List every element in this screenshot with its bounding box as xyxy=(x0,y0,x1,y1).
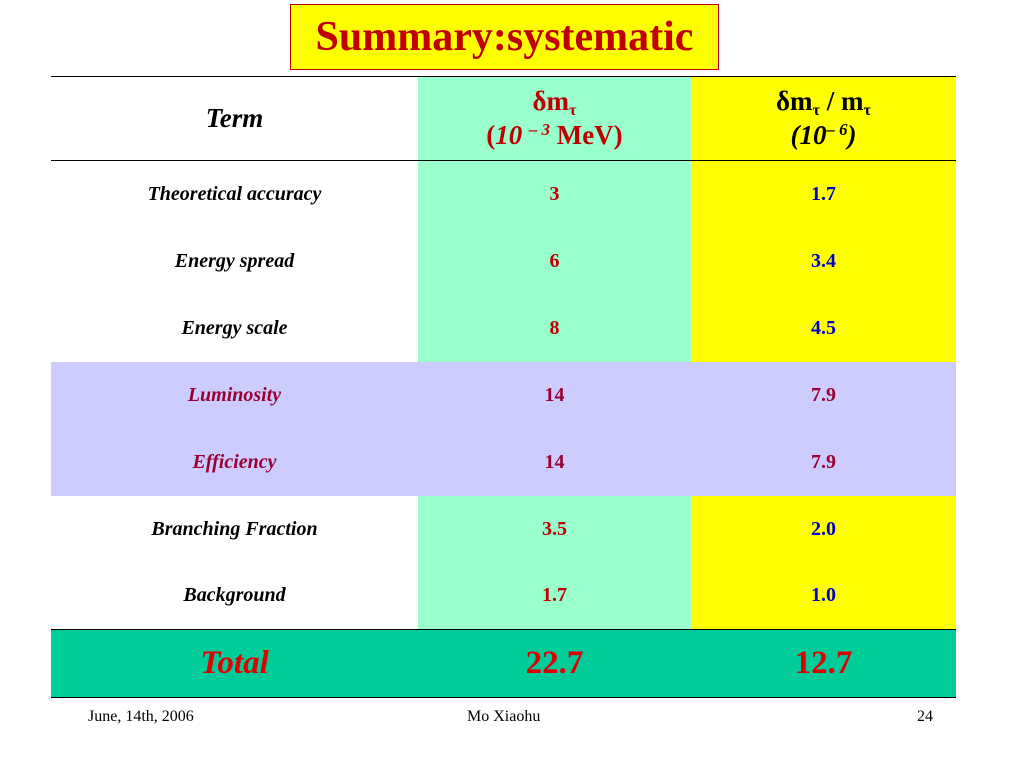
table-row: Energy spread 6 3.4 xyxy=(51,227,956,295)
table-row: Theoretical accuracy 3 1.7 xyxy=(51,160,956,228)
header-dm: δmτ (10 – 3 MeV) xyxy=(418,76,691,161)
row-dm-value: 14 xyxy=(418,428,691,496)
row-term: Luminosity xyxy=(51,361,418,429)
row-dm-value: 6 xyxy=(418,227,691,295)
header-rel: δmτ / mτ (10– 6) xyxy=(691,76,956,161)
footer-date: June, 14th, 2006 xyxy=(88,708,194,725)
total-dm-value: 22.7 xyxy=(418,629,691,698)
row-rel-value: 1.0 xyxy=(691,562,956,630)
header-dm-unit: (10 – 3 MeV) xyxy=(486,119,623,150)
row-dm-value: 8 xyxy=(418,294,691,362)
row-rel-value: 3.4 xyxy=(691,227,956,295)
row-dm-value: 1.7 xyxy=(418,562,691,630)
row-rel-value: 4.5 xyxy=(691,294,956,362)
row-rel-value: 7.9 xyxy=(691,361,956,429)
row-term: Branching Fraction xyxy=(151,517,318,540)
slide-title-text: Summary:systematic xyxy=(315,14,694,60)
table-row-highlight: Efficiency 14 7.9 xyxy=(51,428,956,496)
systematic-summary-table: Term δmτ (10 – 3 MeV) δmτ / mτ (10– 6) T… xyxy=(51,76,956,698)
row-dm-value: 3.5 xyxy=(418,495,691,563)
table-row: Energy scale 8 4.5 xyxy=(51,294,956,362)
table-row: Branching Fraction 3.5 2.0 xyxy=(51,495,956,563)
row-term: Energy spread xyxy=(174,249,295,272)
header-rel-unit: (10– 6) xyxy=(790,119,857,150)
row-term: Background xyxy=(183,584,286,607)
row-dm-value: 3 xyxy=(418,160,691,228)
table-total-row: Total 22.7 12.7 xyxy=(51,629,956,698)
row-term: Theoretical accuracy xyxy=(147,182,322,205)
row-term: Efficiency xyxy=(51,428,418,496)
footer-author: Mo Xiaohu xyxy=(467,708,541,725)
footer-page-number: 24 xyxy=(917,708,933,725)
total-term: Total xyxy=(51,629,418,698)
table-row-highlight: Luminosity 14 7.9 xyxy=(51,361,956,429)
row-rel-value: 7.9 xyxy=(691,428,956,496)
header-dm-symbol: δmτ xyxy=(532,86,577,119)
total-rel-value: 12.7 xyxy=(691,629,956,698)
row-rel-value: 1.7 xyxy=(691,160,956,228)
slide-title: Summary:systematic xyxy=(290,4,719,70)
row-rel-value: 2.0 xyxy=(691,495,956,563)
table-header-row: Term δmτ (10 – 3 MeV) δmτ / mτ (10– 6) xyxy=(51,76,956,161)
header-rel-symbol: δmτ / mτ xyxy=(776,86,871,119)
row-dm-value: 14 xyxy=(418,361,691,429)
table-row: Background 1.7 1.0 xyxy=(51,562,956,630)
header-term: Term xyxy=(205,102,264,133)
row-term: Energy scale xyxy=(181,316,288,339)
